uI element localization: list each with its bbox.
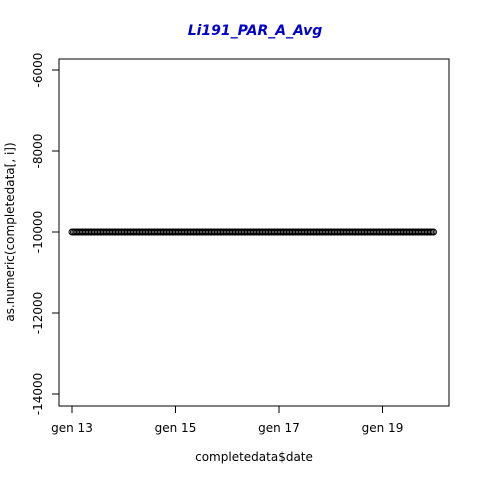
- x-tick-label: gen 13: [51, 421, 93, 435]
- y-tick-label: -12000: [31, 292, 45, 335]
- y-axis: -6000 -8000 -10000 -12000 -14000: [31, 53, 60, 416]
- x-tick-label: gen 15: [155, 421, 197, 435]
- x-tick-label: gen 19: [362, 421, 404, 435]
- y-tick-label: -14000: [31, 373, 45, 416]
- data-points: [68, 228, 437, 236]
- y-tick-label: -10000: [31, 211, 45, 254]
- y-tick-label: -6000: [31, 53, 45, 88]
- x-tick-label: gen 17: [258, 421, 300, 435]
- y-tick-label: -8000: [31, 134, 45, 169]
- y-axis-label: as.numeric(completedata[, i]): [3, 142, 17, 321]
- chart-title: Li191_PAR_A_Avg: [188, 23, 323, 39]
- x-axis: gen 13 gen 15 gen 17 gen 19: [51, 405, 404, 435]
- data-point: [430, 228, 437, 236]
- x-axis-label: completedata$date: [195, 450, 313, 464]
